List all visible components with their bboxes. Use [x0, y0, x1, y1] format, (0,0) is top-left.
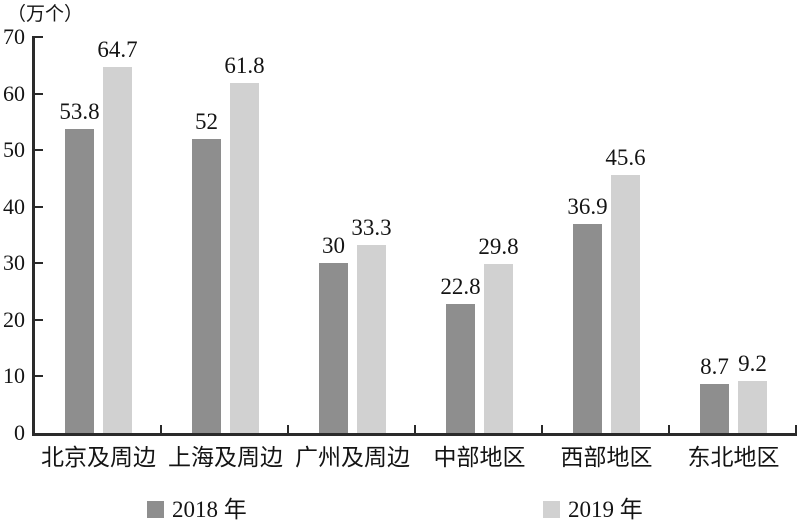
- y-axis-tick: [35, 36, 43, 38]
- bar-2019年: [230, 83, 259, 433]
- value-label: 33.3: [351, 214, 392, 240]
- value-label: 30: [322, 233, 345, 259]
- category-label: 上海及周边: [168, 445, 283, 470]
- value-label: 61.8: [224, 53, 265, 79]
- bar-2019年: [484, 264, 513, 433]
- legend-item: 2018 年: [147, 496, 247, 523]
- y-tick-label: 50: [3, 137, 25, 163]
- legend-label: 2019 年: [568, 497, 643, 522]
- bar-2019年: [357, 244, 386, 433]
- category-label: 东北地区: [687, 445, 780, 470]
- value-label: 29.8: [478, 234, 519, 260]
- y-axis-tick: [35, 92, 43, 95]
- bar-2018年: [446, 304, 475, 433]
- y-axis-unit-label: （万个）: [7, 4, 84, 25]
- bar-2018年: [700, 383, 729, 433]
- category-label: 北京及周边: [41, 445, 156, 470]
- bar-2018年: [65, 128, 94, 433]
- y-tick-label: 10: [3, 363, 25, 389]
- bar-2018年: [573, 224, 602, 433]
- y-axis-line: [32, 36, 35, 436]
- bar-2018年: [319, 263, 348, 433]
- y-axis-tick: [35, 205, 43, 208]
- x-axis-line: [32, 433, 797, 436]
- legend-item: 2019 年: [543, 496, 643, 523]
- x-axis-tick: [668, 425, 670, 433]
- category-label: 广州及周边: [295, 445, 410, 470]
- bar-2018年: [192, 138, 221, 433]
- value-label: 36.9: [567, 194, 608, 220]
- y-tick-label: 40: [3, 193, 25, 219]
- bar-2019年: [103, 66, 132, 433]
- value-label: 8.7: [700, 353, 729, 379]
- category-label: 西部地区: [560, 445, 653, 470]
- legend-swatch: [543, 501, 560, 518]
- bar-2019年: [738, 380, 767, 433]
- legend-label: 2018 年: [172, 497, 247, 522]
- value-label: 53.8: [59, 98, 100, 124]
- x-axis-tick: [795, 425, 797, 433]
- bar-2019年: [611, 175, 640, 433]
- y-tick-label: 30: [3, 250, 25, 276]
- y-axis-tick: [35, 149, 43, 152]
- value-label: 9.2: [738, 350, 767, 376]
- y-tick-label: 20: [3, 306, 25, 332]
- y-axis-tick: [35, 318, 43, 321]
- y-axis-tick: [35, 262, 43, 265]
- legend-swatch: [147, 501, 164, 518]
- y-tick-label: 70: [3, 24, 25, 49]
- y-axis-tick: [35, 375, 43, 378]
- y-tick-label: 0: [14, 420, 25, 445]
- x-axis-tick: [160, 425, 162, 433]
- value-label: 45.6: [605, 145, 646, 171]
- value-label: 52: [195, 108, 218, 134]
- value-label: 22.8: [440, 274, 481, 300]
- x-axis-tick: [287, 425, 289, 433]
- value-label: 64.7: [97, 36, 138, 62]
- y-tick-label: 60: [3, 80, 25, 106]
- category-label: 中部地区: [433, 445, 526, 470]
- x-axis-tick: [414, 425, 416, 433]
- x-axis-tick: [541, 425, 543, 433]
